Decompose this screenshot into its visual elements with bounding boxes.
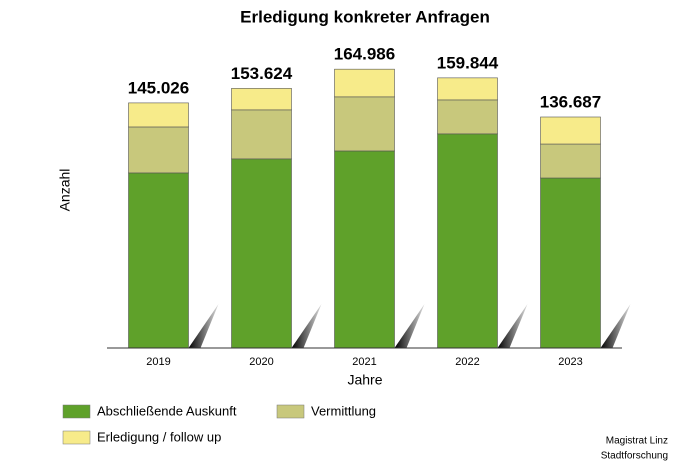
x-tick-label: 2022: [455, 356, 479, 368]
bar-segment: [540, 116, 601, 145]
y-axis-label: Anzahl: [57, 169, 73, 212]
x-tick-label: 2021: [352, 356, 376, 368]
bar-segment: [437, 99, 498, 135]
bar-segment: [437, 77, 498, 101]
x-tick-label: 2023: [558, 356, 582, 368]
legend-label: Erledigung / follow up: [97, 429, 221, 444]
total-label: 136.687: [540, 92, 601, 111]
bar-segment: [231, 158, 292, 349]
x-axis-label: Jahre: [347, 372, 382, 388]
bar-shadow: [600, 304, 631, 348]
legend-swatch: [276, 404, 305, 419]
total-label: 153.624: [231, 64, 293, 83]
bar-shadow: [394, 304, 425, 348]
source: Magistrat Linz: [606, 436, 668, 447]
bar-shadow: [291, 304, 322, 348]
source: Stadtforschung: [601, 451, 668, 462]
legend-swatch: [62, 430, 91, 445]
chart-title: Erledigung konkreter Anfragen: [240, 7, 490, 26]
bar-segment: [540, 143, 601, 179]
x-tick-label: 2019: [146, 356, 170, 368]
bar-segment: [334, 68, 395, 98]
total-label: 159.844: [437, 53, 499, 72]
total-label: 164.986: [334, 45, 395, 64]
bar-segment: [540, 177, 601, 349]
bar-segment: [128, 172, 189, 349]
bar-segment: [334, 150, 395, 349]
bar-segment: [437, 133, 498, 349]
legend-swatch: [62, 404, 91, 419]
bar-segment: [128, 126, 189, 174]
bar-segment: [128, 102, 189, 128]
bar-segment: [231, 109, 292, 160]
bar-segment: [231, 88, 292, 111]
legend-label: Vermittlung: [311, 403, 376, 418]
x-tick-label: 2020: [249, 356, 273, 368]
total-label: 145.026: [128, 78, 189, 97]
legend-label: Abschließende Auskunft: [97, 403, 237, 418]
bar-shadow: [188, 304, 219, 348]
bar-segment: [334, 96, 395, 152]
bar-shadow: [497, 304, 528, 348]
